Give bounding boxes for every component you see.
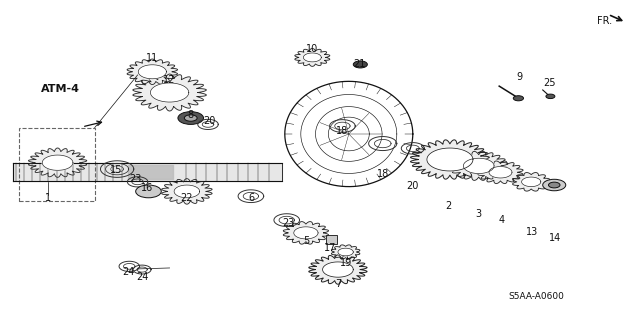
Polygon shape [127, 59, 177, 85]
Polygon shape [42, 155, 73, 170]
Circle shape [178, 112, 204, 124]
Text: 8: 8 [188, 110, 194, 120]
Polygon shape [522, 177, 541, 187]
Polygon shape [138, 65, 166, 79]
Text: 25: 25 [543, 78, 556, 88]
Text: 13: 13 [526, 227, 539, 237]
Polygon shape [303, 53, 321, 62]
Circle shape [136, 185, 161, 198]
Polygon shape [478, 161, 523, 183]
Polygon shape [150, 83, 189, 102]
Polygon shape [308, 255, 367, 284]
Text: 6: 6 [248, 193, 255, 203]
Text: 24: 24 [122, 267, 134, 277]
Polygon shape [284, 222, 328, 244]
Polygon shape [295, 48, 330, 66]
Polygon shape [410, 140, 490, 179]
Bar [326, 235, 337, 244]
Circle shape [184, 115, 197, 121]
Polygon shape [463, 158, 494, 174]
Text: 9: 9 [516, 71, 523, 82]
Text: 3: 3 [476, 209, 482, 219]
Circle shape [353, 61, 367, 68]
Text: 21: 21 [353, 59, 366, 69]
Text: 23: 23 [129, 174, 142, 184]
Polygon shape [294, 227, 318, 239]
Text: 22: 22 [180, 193, 193, 204]
Text: 17: 17 [324, 243, 337, 253]
Circle shape [513, 96, 524, 101]
Circle shape [543, 179, 566, 191]
Polygon shape [174, 185, 200, 198]
Polygon shape [338, 248, 353, 256]
Polygon shape [332, 245, 360, 259]
Text: 5: 5 [303, 236, 309, 246]
Text: S5AA-A0600: S5AA-A0600 [508, 292, 564, 301]
Polygon shape [450, 152, 508, 180]
Text: 23: 23 [282, 218, 294, 228]
Polygon shape [162, 179, 212, 204]
Text: 10: 10 [306, 44, 319, 55]
Polygon shape [513, 173, 550, 191]
Text: 19: 19 [339, 258, 352, 268]
Text: 7: 7 [335, 279, 341, 289]
Text: 18: 18 [336, 126, 349, 136]
Text: 15: 15 [110, 165, 123, 175]
Polygon shape [28, 148, 87, 177]
Text: FR.: FR. [597, 16, 612, 26]
Text: 2: 2 [445, 201, 451, 211]
Polygon shape [427, 148, 473, 171]
Text: 1: 1 [45, 193, 51, 203]
Text: 20: 20 [406, 181, 419, 191]
Polygon shape [133, 74, 206, 111]
Text: 14: 14 [549, 233, 562, 243]
Text: 24: 24 [136, 271, 148, 282]
Polygon shape [323, 262, 353, 277]
Bar [19, 128, 95, 201]
Text: 4: 4 [499, 215, 505, 225]
Polygon shape [489, 167, 512, 178]
Text: 12: 12 [163, 75, 176, 85]
Text: ATM-4: ATM-4 [42, 84, 80, 94]
Text: 18: 18 [376, 169, 389, 179]
Circle shape [546, 94, 555, 99]
Text: 20: 20 [204, 116, 216, 126]
Text: 11: 11 [146, 53, 159, 63]
Circle shape [548, 182, 560, 188]
Text: 16: 16 [141, 182, 154, 193]
